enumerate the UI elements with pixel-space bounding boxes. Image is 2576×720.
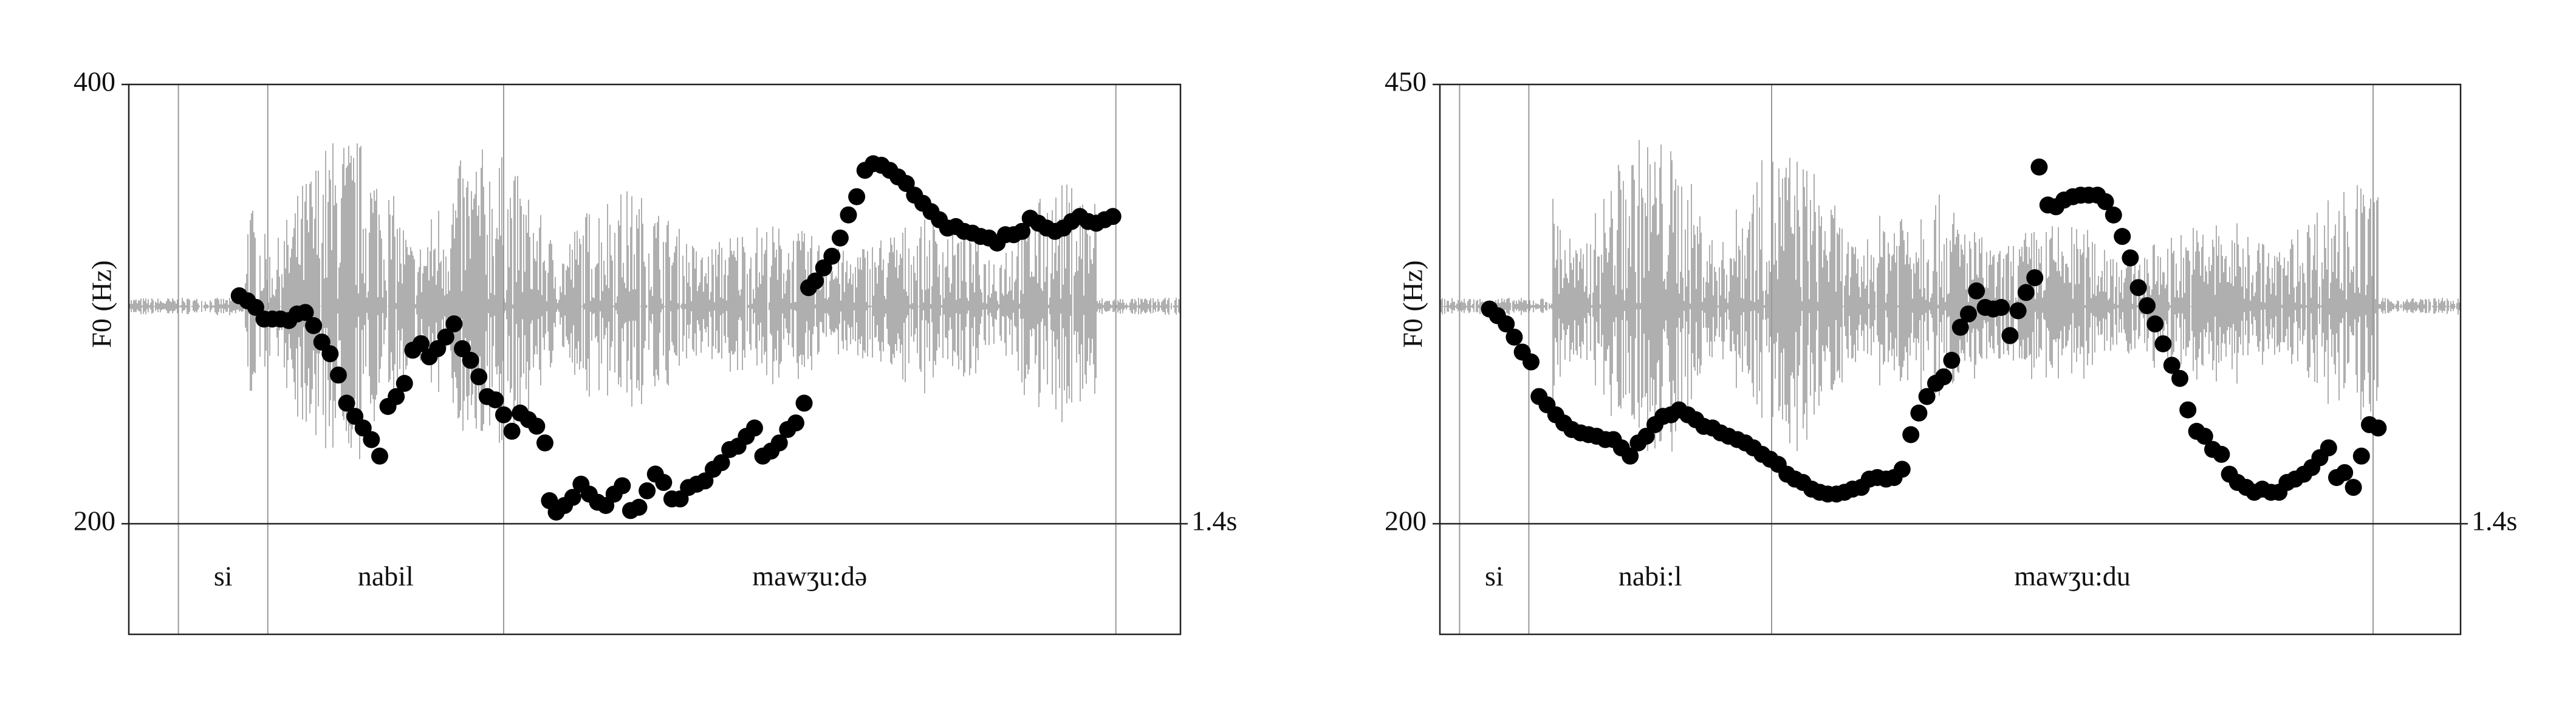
interval-label: nabil (358, 561, 414, 592)
f0-point (2097, 193, 2114, 210)
f0-point (1902, 426, 1920, 444)
f0-point (2146, 315, 2164, 333)
f0-point (1943, 352, 1961, 369)
f0-point (2196, 427, 2213, 445)
f0-point (2026, 269, 2044, 287)
f0-point (412, 335, 430, 352)
f0-point (445, 315, 463, 333)
f0-point (2336, 464, 2354, 481)
f0-point (2105, 206, 2122, 224)
f0-point (329, 366, 347, 384)
f0-point (487, 391, 504, 409)
f0-point (745, 419, 763, 437)
f0-point (655, 474, 673, 492)
f0-point (1960, 305, 1977, 323)
f0-point (528, 417, 546, 435)
plot-frame (1439, 83, 2462, 636)
x-tick-label: 1.4s (1191, 506, 1237, 537)
waveform (129, 143, 1180, 459)
pitch-panel: si nabil mawʒu:də 200 400 1.4s F0 (Hz) (74, 66, 1237, 636)
f0-point (1498, 315, 1515, 333)
f0-point (2114, 228, 2131, 245)
f0-point (2179, 401, 2197, 419)
f0-point (1104, 208, 1122, 225)
f0-point (388, 388, 405, 405)
f0-point (495, 406, 512, 423)
f0-point (614, 477, 631, 495)
f0-point (807, 272, 824, 290)
f0-point (1013, 222, 1031, 240)
f0-point (823, 247, 841, 265)
interval-label: si (1485, 561, 1504, 592)
f0-point (1523, 353, 1540, 371)
y-tick-label: 400 (74, 66, 115, 97)
f0-point (1637, 427, 1655, 445)
interval-label: mawʒu:du (2014, 561, 2131, 592)
f0-point (1935, 368, 1953, 386)
f0-point (470, 368, 488, 386)
f0-point (437, 328, 454, 346)
f0-point (462, 352, 479, 369)
f0-point (795, 394, 813, 412)
f0-point (536, 434, 553, 451)
f0-point (713, 454, 730, 471)
f0-point (1968, 282, 1985, 300)
f0-point (1910, 404, 1928, 422)
y-tick-label: 450 (1385, 66, 1427, 97)
y-axis-label: F0 (Hz) (86, 260, 117, 348)
f0-point (564, 489, 581, 506)
f0-point (848, 188, 866, 205)
f0-point (639, 482, 656, 499)
f0-point (371, 447, 388, 465)
f0-point (396, 375, 413, 393)
x-tick-label: 1.4s (2472, 506, 2517, 537)
f0-point (321, 345, 339, 363)
f0-point (1993, 298, 2010, 316)
waveform (1439, 140, 2460, 452)
f0-point (2017, 284, 2035, 301)
interval-label: si (214, 561, 233, 592)
f0-point (2139, 297, 2156, 315)
f0-point (1506, 328, 1523, 346)
f0-point (2009, 302, 2027, 320)
f0-point (2320, 439, 2337, 457)
f0-point (1893, 461, 1911, 478)
f0-point (1622, 447, 1639, 465)
f0-point (503, 422, 521, 440)
y-tick-label: 200 (74, 506, 115, 537)
f0-point (2154, 335, 2172, 352)
f0-point (305, 317, 323, 334)
f0-point (2171, 369, 2188, 387)
f0-point (770, 434, 788, 451)
f0-point (2001, 327, 2019, 345)
f0-point (363, 431, 380, 448)
f0-point (2345, 479, 2362, 496)
f0-point (338, 394, 355, 412)
f0-point (787, 414, 804, 432)
f0-point (630, 498, 648, 516)
f0-point (1918, 388, 1936, 405)
plot-frame (128, 83, 1182, 636)
f0-point (2163, 357, 2180, 374)
f0-point (2213, 445, 2230, 463)
f0-point (2122, 249, 2139, 267)
pitch-panel: si nabi:l mawʒu:du 200 450 1.4s F0 (Hz) (1385, 66, 2517, 636)
interval-label: nabi:l (1619, 561, 1682, 592)
f0-point (296, 304, 314, 321)
y-axis-label: F0 (Hz) (1397, 260, 1428, 348)
f0-point (2129, 279, 2147, 297)
f0-point (2352, 447, 2370, 465)
f0-point (2369, 419, 2387, 437)
f0-point (840, 206, 857, 224)
f0-point (1951, 318, 1969, 336)
interval-label: mawʒu:də (752, 561, 867, 592)
f0-point (2030, 158, 2048, 176)
y-tick-label: 200 (1385, 506, 1427, 537)
f0-point (831, 229, 849, 247)
